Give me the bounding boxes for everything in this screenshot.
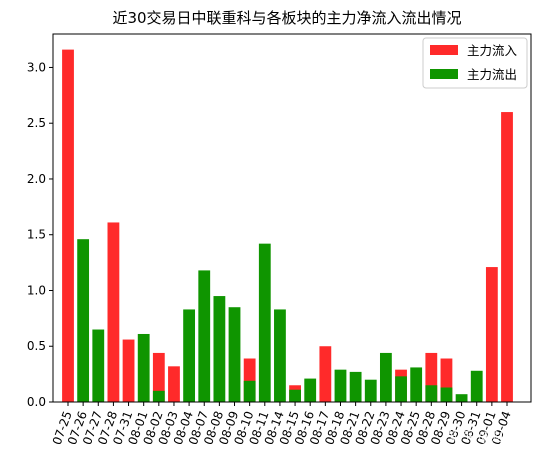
bar-inflow-09-01 [485,267,498,402]
bar-inflow-07-31 [122,339,135,402]
y-tick-label: 1.0 [27,283,46,297]
bar-inflow-08-17 [319,346,332,402]
bar-inflow-08-10 [243,358,256,402]
bar-outflow-08-07 [198,270,211,402]
bar-outflow-07-27 [92,329,105,402]
bar-inflow-08-28 [425,352,438,402]
bar-outflow-08-15 [289,389,301,402]
legend-swatch-outflow [430,69,458,79]
bar-outflow-08-21 [349,371,362,402]
legend-swatch-inflow [430,45,458,55]
bar-outflow-08-24 [395,376,407,402]
bar-inflow-07-25 [62,49,74,403]
bar-outflow-08-14 [274,309,286,402]
bars-group [62,49,513,403]
legend: 主力流入 主力流出 [422,37,528,89]
bar-outflow-08-10 [243,380,256,402]
watermark-text: 知乎 @财哥 [448,429,517,445]
bar-outflow-07-26 [77,239,90,402]
bar-inflow-08-03 [168,366,180,402]
y-tick-label: 0.0 [27,395,46,409]
y-tick-label: 3.0 [27,60,46,74]
bar-outflow-08-02 [152,390,165,402]
bar-inflow-09-04 [501,112,513,402]
bar-outflow-08-28 [425,385,438,402]
bar-inflow-08-29 [440,358,453,402]
bar-inflow-07-28 [107,222,120,402]
bar-outflow-08-01 [137,333,150,402]
bar-outflow-08-29 [440,387,453,402]
y-tick-label: 2.0 [27,172,46,186]
bar-inflow-08-02 [152,352,165,402]
bar-outflow-08-30 [455,394,468,402]
y-tick-label: 1.5 [27,228,46,242]
bar-outflow-08-23 [379,352,392,402]
bar-outflow-08-08 [213,296,226,402]
bar-outflow-08-04 [183,309,196,402]
bar-outflow-08-16 [304,378,317,402]
y-tick-label: 2.5 [27,116,46,130]
bar-outflow-08-11 [258,243,271,402]
legend-label-outflow: 主力流出 [467,67,517,82]
legend-label-inflow: 主力流入 [467,43,518,58]
bar-outflow-08-18 [334,369,347,402]
x-axis: 07-2507-2607-2707-2807-3108-0108-0208-03… [50,402,514,447]
bar-outflow-08-25 [410,367,423,402]
bar-outflow-08-22 [364,379,377,402]
y-tick-label: 0.5 [27,339,46,353]
bar-outflow-08-09 [228,307,241,402]
chart-title: 近30交易日中联重科与各板块的主力净流入流出情况 [112,9,461,27]
bar-outflow-08-31 [470,370,483,402]
plot-frame [52,33,532,403]
y-axis: 0.0 0.5 1.0 1.5 2.0 2.5 3.0 [27,60,53,409]
